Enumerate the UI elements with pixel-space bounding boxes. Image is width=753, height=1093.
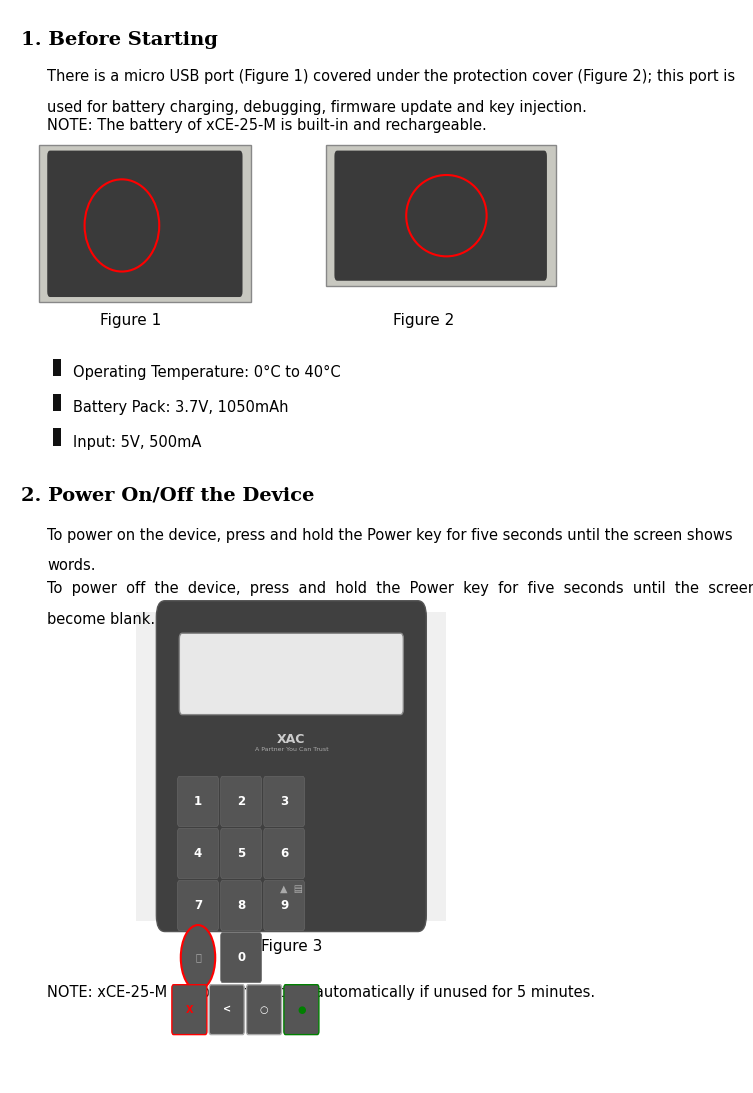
Text: 6: 6 bbox=[280, 847, 288, 860]
FancyBboxPatch shape bbox=[221, 828, 261, 879]
FancyBboxPatch shape bbox=[178, 828, 218, 879]
Text: 1: 1 bbox=[194, 795, 202, 808]
FancyBboxPatch shape bbox=[334, 151, 547, 281]
Text: X: X bbox=[186, 1004, 193, 1014]
Text: XAC: XAC bbox=[277, 733, 306, 747]
FancyBboxPatch shape bbox=[221, 881, 261, 930]
FancyBboxPatch shape bbox=[53, 359, 61, 376]
Text: 8: 8 bbox=[237, 900, 245, 912]
Text: Figure 1: Figure 1 bbox=[100, 314, 161, 328]
FancyBboxPatch shape bbox=[157, 601, 426, 931]
Text: used for battery charging, debugging, firmware update and key injection.: used for battery charging, debugging, fi… bbox=[47, 99, 587, 115]
FancyBboxPatch shape bbox=[284, 985, 319, 1035]
Text: Operating Temperature: 0°C to 40°C: Operating Temperature: 0°C to 40°C bbox=[73, 365, 340, 380]
Text: 2. Power On/Off the Device: 2. Power On/Off the Device bbox=[21, 486, 315, 505]
FancyBboxPatch shape bbox=[264, 776, 304, 826]
Text: ○: ○ bbox=[260, 1004, 268, 1014]
Text: Battery Pack: 3.7V, 1050mAh: Battery Pack: 3.7V, 1050mAh bbox=[73, 400, 288, 415]
Text: NOTE: The battery of xCE-25-M is built-in and rechargeable.: NOTE: The battery of xCE-25-M is built-i… bbox=[47, 118, 487, 133]
Text: 0: 0 bbox=[237, 951, 245, 964]
Text: ⏻: ⏻ bbox=[195, 953, 201, 963]
FancyBboxPatch shape bbox=[172, 985, 207, 1035]
FancyBboxPatch shape bbox=[264, 828, 304, 879]
Text: To power on the device, press and hold the Power key for five seconds until the : To power on the device, press and hold t… bbox=[47, 528, 733, 543]
Text: 7: 7 bbox=[194, 900, 202, 912]
Text: There is a micro USB port (Figure 1) covered under the protection cover (Figure : There is a micro USB port (Figure 1) cov… bbox=[47, 69, 736, 84]
Text: Figure 3: Figure 3 bbox=[261, 939, 322, 954]
Text: 3: 3 bbox=[280, 795, 288, 808]
Text: Input: 5V, 500mA: Input: 5V, 500mA bbox=[73, 435, 202, 450]
Text: Figure 2: Figure 2 bbox=[393, 314, 454, 328]
FancyBboxPatch shape bbox=[47, 151, 242, 297]
Text: 1. Before Starting: 1. Before Starting bbox=[21, 32, 218, 49]
Text: 4: 4 bbox=[194, 847, 202, 860]
Text: NOTE: xCE-25-M will power off itself automatically if unused for 5 minutes.: NOTE: xCE-25-M will power off itself aut… bbox=[47, 985, 596, 1000]
Text: A Partner You Can Trust: A Partner You Can Trust bbox=[255, 748, 328, 752]
Text: ●: ● bbox=[297, 1004, 306, 1014]
FancyBboxPatch shape bbox=[221, 776, 261, 826]
Text: ▲  ▤: ▲ ▤ bbox=[280, 883, 303, 894]
Text: <: < bbox=[223, 1004, 230, 1014]
Text: 9: 9 bbox=[280, 900, 288, 912]
FancyBboxPatch shape bbox=[53, 393, 61, 411]
FancyBboxPatch shape bbox=[136, 612, 447, 920]
Text: become blank.: become blank. bbox=[47, 612, 155, 626]
Text: words.: words. bbox=[47, 559, 96, 574]
FancyBboxPatch shape bbox=[264, 881, 304, 930]
FancyBboxPatch shape bbox=[179, 633, 404, 715]
FancyBboxPatch shape bbox=[38, 145, 252, 303]
FancyBboxPatch shape bbox=[178, 881, 218, 930]
Text: To  power  off  the  device,  press  and  hold  the  Power  key  for  five  seco: To power off the device, press and hold … bbox=[47, 581, 753, 596]
FancyBboxPatch shape bbox=[326, 145, 556, 286]
FancyBboxPatch shape bbox=[246, 985, 282, 1035]
FancyBboxPatch shape bbox=[178, 776, 218, 826]
Circle shape bbox=[181, 925, 215, 990]
Text: 5: 5 bbox=[237, 847, 245, 860]
FancyBboxPatch shape bbox=[221, 932, 261, 983]
Text: 2: 2 bbox=[237, 795, 245, 808]
FancyBboxPatch shape bbox=[209, 985, 244, 1035]
FancyBboxPatch shape bbox=[53, 428, 61, 446]
